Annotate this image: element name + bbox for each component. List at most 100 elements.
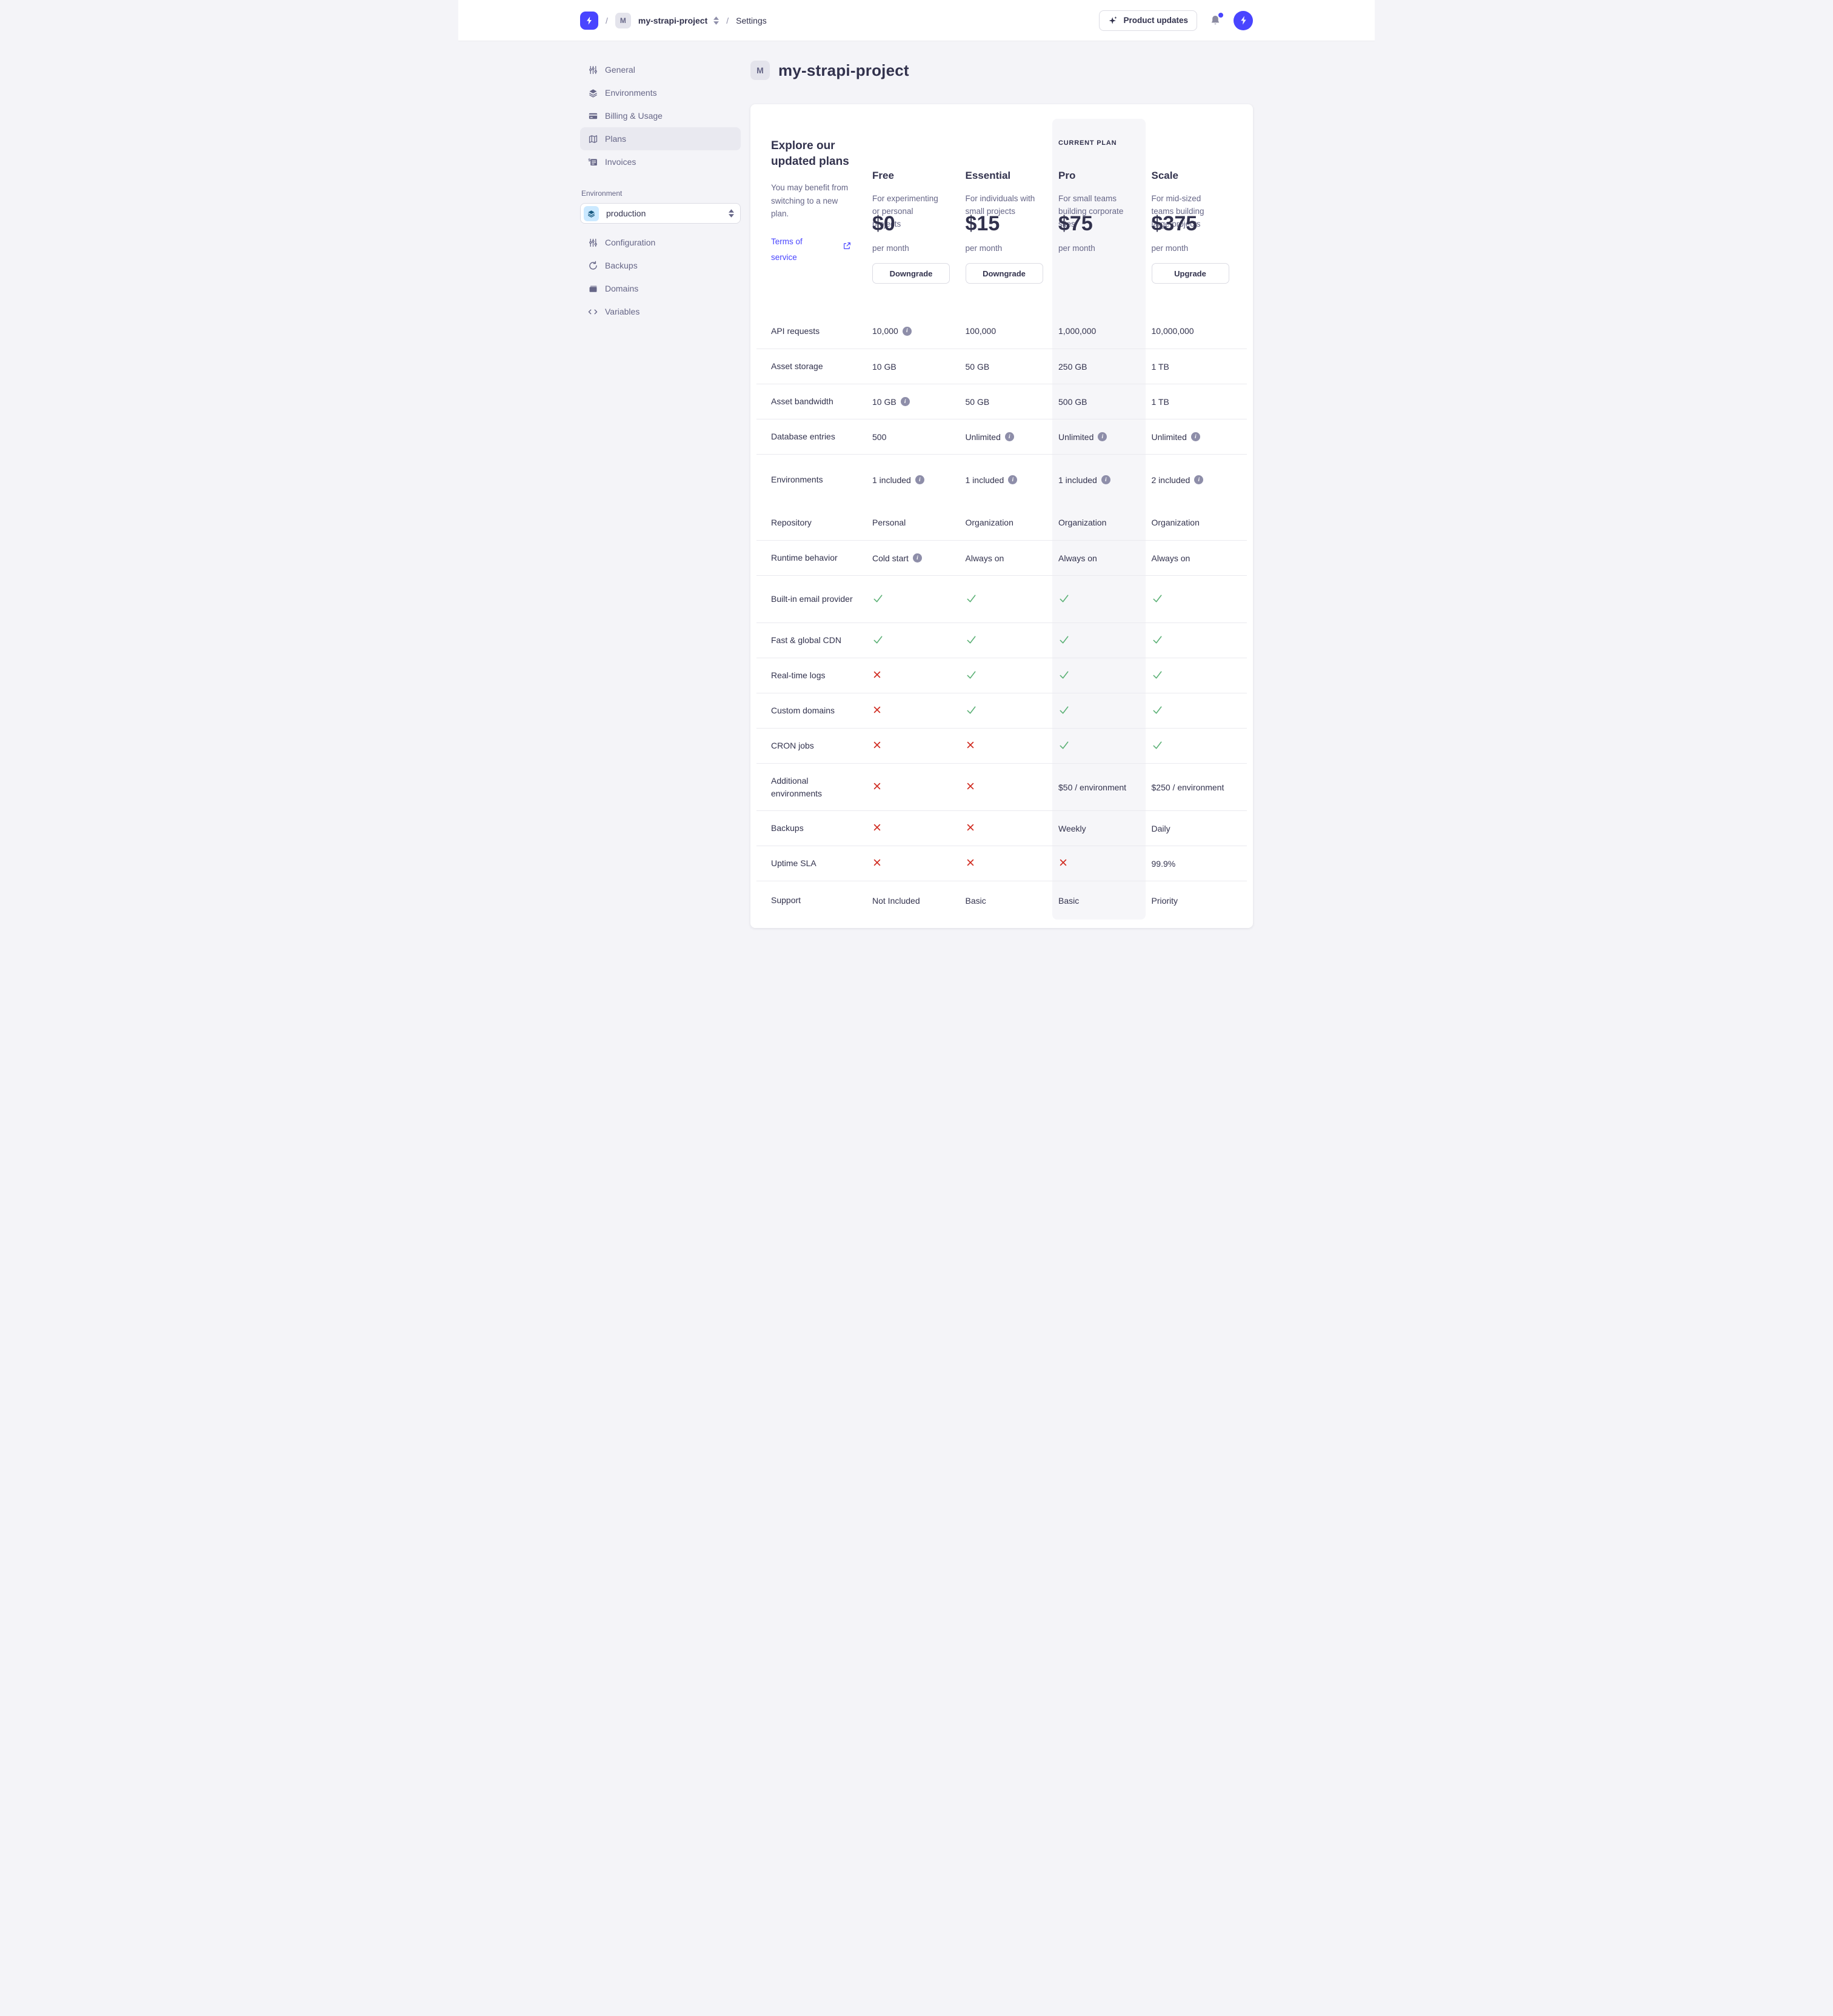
check-icon — [966, 634, 977, 647]
user-avatar[interactable] — [1234, 10, 1253, 30]
feature-value-text: Not Included — [872, 895, 920, 906]
plans-intro-description: You may benefit from switching to a new … — [771, 183, 849, 219]
info-icon[interactable]: i — [900, 397, 910, 406]
environment-select[interactable]: production — [580, 203, 741, 224]
feature-value-essential: Always on — [960, 550, 1053, 567]
invoice-icon: $ — [587, 157, 598, 167]
sidebar-item-variables[interactable]: Variables — [580, 300, 741, 323]
feature-value-scale: Daily — [1146, 820, 1239, 837]
feature-value-essential: 50 GB — [960, 358, 1053, 375]
info-icon[interactable]: i — [1098, 432, 1107, 441]
sidebar-item-label: General — [605, 65, 635, 75]
feature-row: CRON jobs — [756, 728, 1247, 763]
notifications-button[interactable] — [1209, 12, 1223, 27]
avatar-bolt-icon — [1240, 16, 1246, 25]
feature-value-essential: 1 included i — [960, 472, 1053, 489]
feature-row: Fast & global CDN — [756, 622, 1247, 658]
check-icon — [872, 593, 884, 606]
sidebar-item-billing-usage[interactable]: Billing & Usage — [580, 104, 741, 127]
feature-row: Backups Weekly Daily — [756, 810, 1247, 846]
feature-value-free — [866, 778, 960, 796]
cross-icon — [872, 781, 882, 793]
project-switcher-chevrons-icon[interactable] — [713, 16, 720, 25]
sidebar-item-plans[interactable]: Plans — [580, 127, 741, 150]
feature-value-essential — [960, 736, 1053, 755]
info-icon[interactable]: i — [902, 326, 912, 336]
feature-row: Runtime behavior Cold start i Always on Alwa… — [756, 540, 1247, 575]
feature-value-scale: 99.9% — [1146, 855, 1239, 872]
feature-value-pro: 500 GB — [1052, 384, 1146, 419]
breadcrumb-project-name[interactable]: my-strapi-project — [638, 15, 708, 25]
product-updates-button[interactable]: Product updates — [1099, 10, 1197, 31]
feature-row: Real-time logs — [756, 658, 1247, 693]
feature-value-text: 500 — [872, 432, 887, 442]
info-icon[interactable]: i — [1004, 432, 1014, 441]
feature-value-scale — [1146, 736, 1239, 756]
info-icon[interactable]: i — [1008, 475, 1018, 484]
cross-icon — [966, 781, 975, 793]
sidebar-item-label: Billing & Usage — [605, 111, 663, 121]
environment-section-label: Environment — [581, 189, 623, 198]
plan-column-essential: Essential For individuals with small proj… — [960, 104, 1053, 313]
info-icon[interactable]: i — [912, 553, 922, 562]
feature-label: API requests — [771, 325, 820, 336]
plan-period: per month — [872, 244, 909, 253]
feature-value-text: Always on — [1058, 553, 1097, 563]
breadcrumb-section[interactable]: Settings — [736, 15, 767, 25]
project-initial-badge: M — [615, 12, 631, 28]
feature-label: Uptime SLA — [771, 858, 816, 868]
feature-value-free: 10,000 i — [866, 322, 960, 339]
layers-blue-icon — [587, 210, 595, 218]
feature-value-pro — [1052, 623, 1146, 658]
strapi-logo[interactable] — [580, 11, 598, 30]
feature-value-essential: 50 GB — [960, 393, 1053, 410]
sidebar-item-environments[interactable]: Environments — [580, 81, 741, 104]
feature-value-scale: $250 / environment — [1146, 779, 1239, 796]
map-icon — [587, 134, 598, 144]
feature-value-free: Cold start i — [866, 550, 960, 567]
project-title-badge: M — [750, 61, 770, 80]
settings-sidebar: General Environments Billing & Usage Plans $… — [580, 58, 741, 928]
plans-intro-title: Explore our updated plans — [771, 139, 849, 168]
feature-label: Environments — [771, 475, 823, 484]
feature-value-text: Unlimited — [1151, 432, 1187, 442]
sidebar-item-invoices[interactable]: $ Invoices — [580, 150, 741, 173]
upgrade-button-scale[interactable]: Upgrade — [1151, 263, 1229, 284]
feature-row: API requests 10,000 i 100,000 1,000,000 10,00… — [756, 313, 1247, 349]
feature-value-essential — [960, 854, 1053, 873]
credit-card-icon — [587, 111, 598, 121]
plan-price: $15 — [965, 212, 1000, 235]
feature-value-scale: Unlimited i — [1146, 429, 1239, 446]
info-icon[interactable]: i — [1194, 475, 1204, 484]
cross-icon — [966, 740, 975, 752]
terms-of-service-link[interactable]: Terms of service — [771, 237, 803, 262]
downgrade-button-free[interactable]: Downgrade — [872, 263, 950, 284]
environment-nav: Configuration Backups Domains Variables — [580, 231, 741, 323]
feature-value-scale: Priority — [1146, 892, 1239, 909]
info-icon[interactable]: i — [1190, 432, 1200, 441]
page-title-row: M my-strapi-project — [750, 61, 1253, 80]
info-icon[interactable]: i — [1101, 475, 1110, 484]
plan-description: For mid-sized teams building large proje… — [1151, 194, 1204, 229]
page-title: my-strapi-project — [778, 61, 909, 79]
feature-value-pro: $50 / environment — [1052, 764, 1146, 810]
environment-select-value: production — [606, 209, 646, 218]
feature-value-text: Organization — [1058, 518, 1107, 527]
check-icon — [1058, 739, 1070, 753]
sidebar-item-backups[interactable]: Backups — [580, 254, 741, 277]
feature-value-free — [866, 819, 960, 838]
sidebar-item-domains[interactable]: Domains — [580, 277, 741, 300]
info-icon[interactable]: i — [915, 475, 924, 484]
sidebar-item-configuration[interactable]: Configuration — [580, 231, 741, 254]
feature-value-text: 1 included — [965, 475, 1004, 485]
downgrade-button-essential[interactable]: Downgrade — [965, 263, 1043, 284]
current-plan-badge: CURRENT PLAN — [1058, 139, 1117, 147]
cross-icon — [872, 670, 882, 681]
plan-period: per month — [1151, 244, 1189, 253]
feature-value-free: 1 included i — [866, 472, 960, 489]
plan-column-pro: CURRENT PLAN Pro For small teams building … — [1052, 104, 1146, 313]
check-icon — [1152, 634, 1163, 647]
cross-icon — [966, 858, 975, 869]
cross-icon — [872, 740, 882, 752]
sidebar-item-general[interactable]: General — [580, 58, 741, 81]
